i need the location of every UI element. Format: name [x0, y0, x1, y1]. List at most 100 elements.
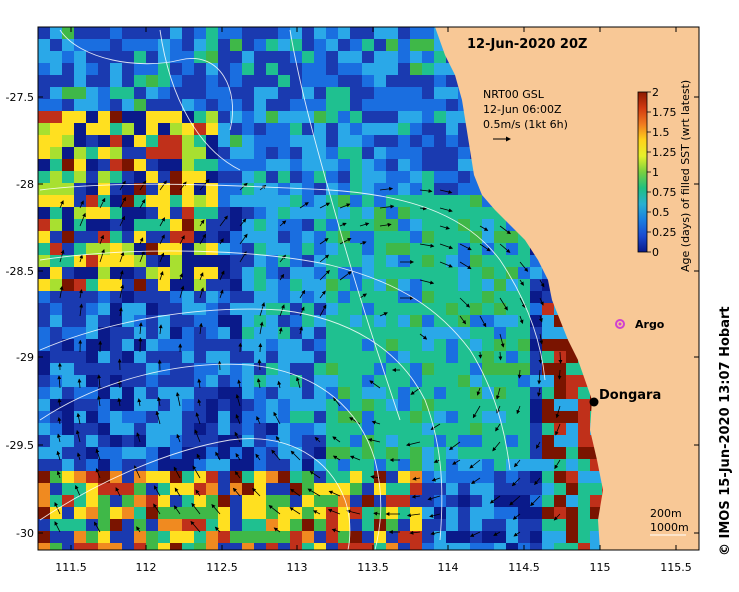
sst-pixel — [86, 399, 98, 411]
sst-pixel — [218, 231, 230, 243]
sst-pixel — [698, 183, 699, 195]
sst-pixel — [362, 351, 374, 363]
sst-pixel — [134, 207, 146, 219]
sst-pixel — [50, 195, 62, 207]
sst-pixel — [698, 219, 699, 231]
sst-pixel — [122, 399, 134, 411]
current-vector — [412, 476, 421, 481]
current-vector — [537, 369, 542, 385]
sst-pixel — [122, 171, 134, 183]
sst-pixel — [338, 351, 350, 363]
sst-pixel — [134, 159, 146, 171]
sst-pixel — [218, 543, 230, 550]
sst-pixel — [158, 231, 170, 243]
sst-pixel — [434, 63, 446, 75]
sst-pixel — [86, 39, 98, 51]
sst-pixel — [38, 435, 50, 447]
sst-pixel — [182, 339, 194, 351]
sst-pixel — [122, 159, 134, 171]
current-vector — [190, 520, 201, 533]
sst-pixel — [230, 387, 242, 399]
sst-pixel — [98, 87, 110, 99]
sst-pixel — [698, 87, 699, 99]
sst-pixel — [326, 459, 338, 471]
sst-pixel — [698, 375, 699, 387]
current-vector — [119, 196, 126, 209]
current-vector — [179, 235, 185, 245]
sst-pixel — [434, 471, 446, 483]
sst-pixel — [590, 483, 602, 495]
sst-pixel — [194, 315, 206, 327]
sst-pixel — [98, 363, 110, 375]
sst-pixel — [470, 375, 482, 387]
sst-pixel — [458, 159, 470, 171]
sst-pixel — [422, 171, 434, 183]
sst-pixel — [194, 531, 206, 543]
colorbar-label: Age (days) of filled SST (wrt latest) — [679, 80, 692, 272]
sst-pixel — [206, 75, 218, 87]
sst-pixel — [530, 543, 542, 550]
sst-pixel — [434, 231, 446, 243]
sst-pixel — [542, 339, 554, 351]
sst-pixel — [302, 75, 314, 87]
sst-pixel — [494, 507, 506, 519]
sst-pixel — [350, 351, 362, 363]
sst-pixel — [254, 63, 266, 75]
sst-pixel — [518, 495, 530, 507]
sst-pixel — [146, 459, 158, 471]
sst-pixel — [338, 75, 350, 87]
sst-pixel — [38, 339, 50, 351]
sst-pixel — [458, 147, 470, 159]
sst-pixel — [194, 519, 206, 531]
sst-pixel — [578, 471, 590, 483]
sst-pixel — [122, 207, 134, 219]
sst-pixel — [110, 519, 122, 531]
sst-pixel — [230, 171, 242, 183]
sst-pixel — [50, 423, 62, 435]
current-vector — [59, 285, 64, 299]
sst-pixel — [254, 531, 266, 543]
sst-pixel — [326, 447, 338, 459]
sst-pixel — [74, 315, 86, 327]
sst-pixel — [446, 507, 458, 519]
current-vector — [290, 450, 301, 461]
sst-pixel — [698, 99, 699, 111]
sst-pixel — [62, 423, 74, 435]
current-vector — [513, 531, 521, 537]
sst-pixel — [386, 147, 398, 159]
sst-pixel — [206, 411, 218, 423]
sst-pixel — [122, 471, 134, 483]
sst-pixel — [38, 87, 50, 99]
sst-pixel — [158, 87, 170, 99]
sst-pixel — [98, 471, 110, 483]
sst-pixel — [206, 351, 218, 363]
sst-pixel — [134, 111, 146, 123]
sst-pixel — [338, 63, 350, 75]
sst-pixel — [542, 303, 554, 315]
sst-pixel — [50, 279, 62, 291]
sst-pixel — [74, 363, 86, 375]
current-vectors — [54, 178, 568, 537]
current-vector — [479, 225, 489, 231]
sst-pixel — [146, 375, 158, 387]
sst-pixel — [410, 507, 422, 519]
sst-pixel — [62, 351, 74, 363]
sst-pixel — [206, 447, 218, 459]
sst-pixel — [146, 207, 158, 219]
sst-pixel — [290, 255, 302, 267]
sst-pixel — [62, 27, 74, 39]
current-vector — [379, 186, 394, 191]
sst-pixel — [134, 51, 146, 63]
sst-pixel — [314, 459, 326, 471]
sst-pixel — [398, 543, 410, 550]
current-vector — [519, 315, 524, 324]
sst-pixel — [74, 111, 86, 123]
sst-pixel — [74, 195, 86, 207]
current-vector — [319, 290, 326, 299]
sst-pixel — [170, 99, 182, 111]
sst-pixel — [86, 231, 98, 243]
sst-pixel — [542, 459, 554, 471]
sst-pixel — [410, 159, 422, 171]
sst-pixel — [434, 495, 446, 507]
sst-pixel — [386, 327, 398, 339]
